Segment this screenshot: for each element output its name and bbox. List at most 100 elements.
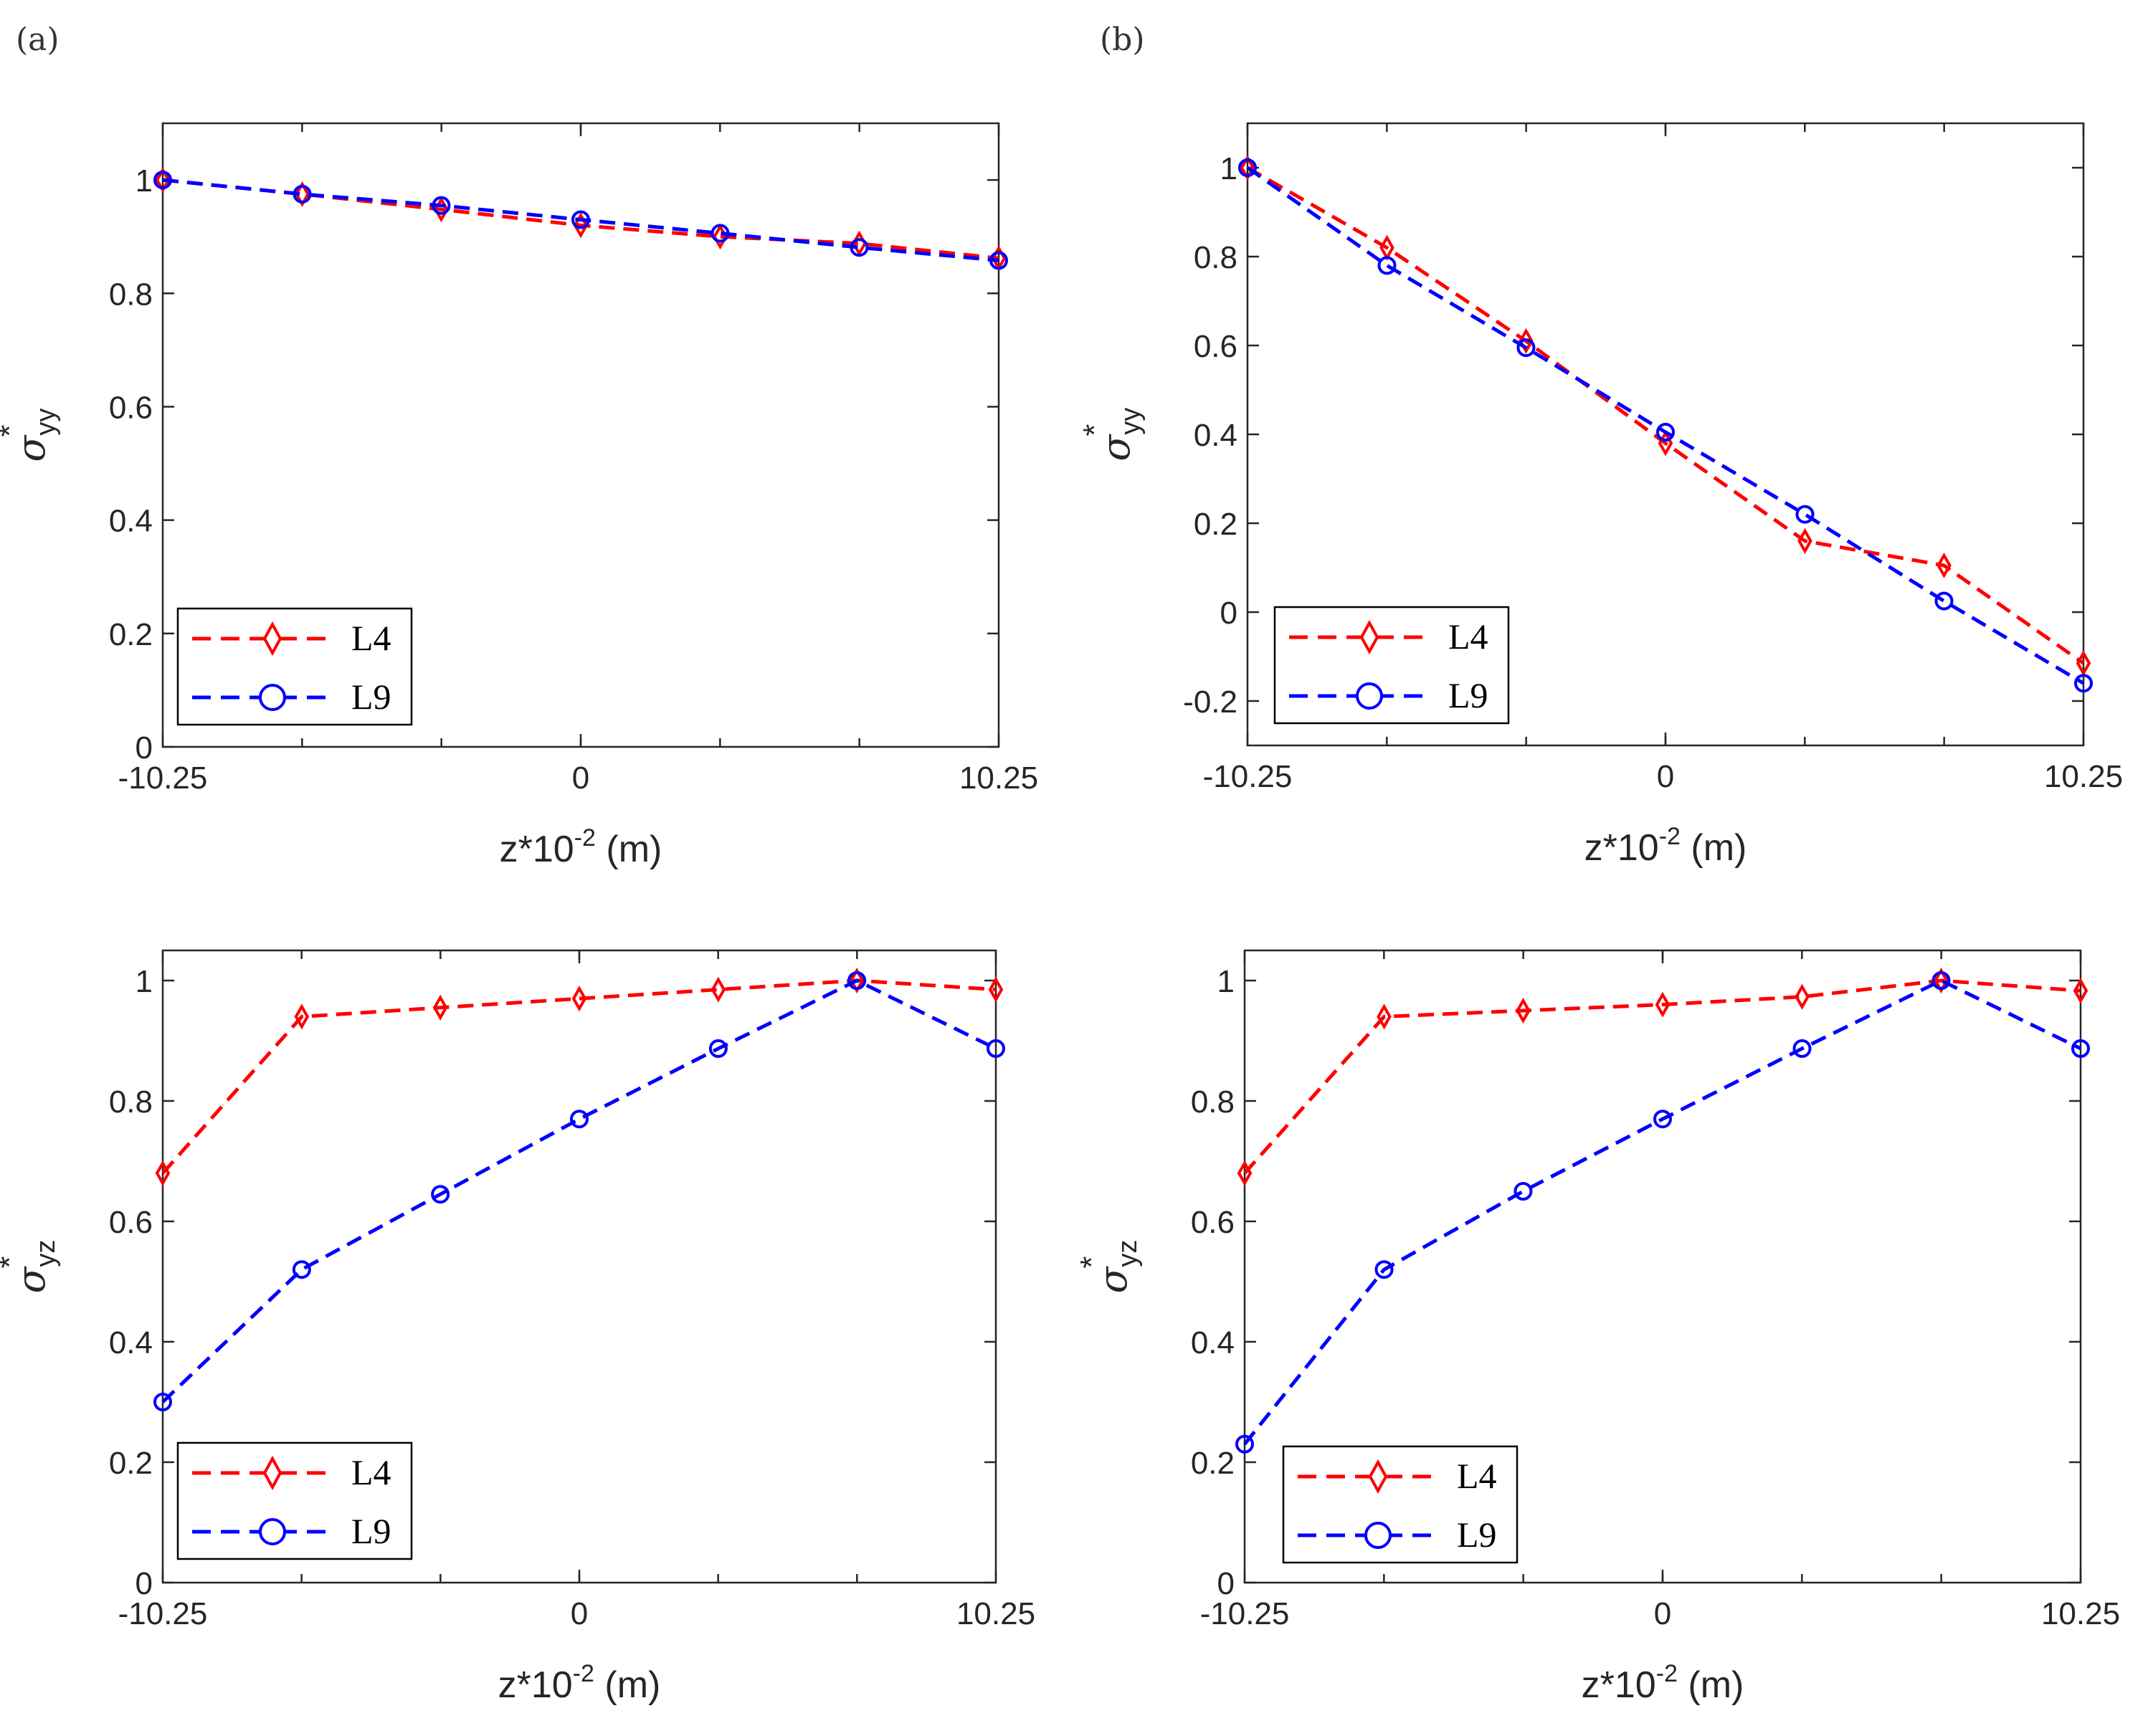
legend-box	[1273, 606, 1510, 725]
series-l9-point	[850, 238, 869, 257]
legend-label-l4: L4	[351, 618, 391, 658]
series-l4-point	[1240, 154, 1255, 181]
x-axis-label-unit: (m)	[1678, 1664, 1744, 1706]
series-l4-point	[1797, 528, 1812, 554]
series-l4-point	[432, 994, 448, 1021]
x-tick-label: 10.25	[956, 1596, 1035, 1631]
y-tick-label: 0.8	[1191, 1084, 1235, 1120]
series-l9-line	[1246, 166, 2085, 685]
series-l9-point	[2074, 674, 2093, 693]
series-l4-point	[1655, 991, 1671, 1018]
series-l4-point	[2076, 650, 2091, 677]
y-axis-label-subscript: yy	[1116, 408, 1146, 435]
series-l4-point	[1516, 997, 1531, 1024]
y-tick-label: 0.8	[1194, 240, 1237, 275]
x-tick-label: 0	[572, 760, 589, 796]
legend-marker-l4	[262, 1455, 282, 1491]
series-l4-line	[1243, 978, 2081, 1175]
series-l4-point	[1795, 983, 1810, 1010]
series-l9-point	[987, 1039, 1005, 1058]
y-axis-label-star: *	[0, 424, 27, 437]
series-l9-point	[1513, 1182, 1533, 1201]
x-tick-label: 0	[571, 1596, 588, 1631]
x-axis-label-unit: (m)	[596, 829, 662, 870]
legend-label-l4: L4	[1448, 616, 1488, 657]
y-tick-label: 0	[1220, 596, 1237, 631]
series-l4-point	[294, 1003, 310, 1030]
y-axis-label-star: *	[1074, 1256, 1109, 1268]
series-l9-line	[162, 178, 999, 262]
series-l9-point	[292, 1260, 311, 1279]
series-l9-point	[293, 184, 312, 204]
y-axis-label-symbol: σ	[1093, 433, 1139, 461]
y-axis-label-symbol: σ	[9, 434, 54, 462]
x-tick-label: 0	[1654, 1596, 1671, 1631]
x-tick-label: -10.25	[118, 760, 208, 796]
series-l4-point	[2073, 978, 2088, 1004]
x-tick-label: 10.25	[959, 760, 1038, 796]
legend-marker-l4	[1359, 619, 1379, 655]
series-l9-point	[711, 224, 730, 243]
series-l4-point	[573, 212, 589, 239]
y-tick-label: 1	[136, 964, 153, 999]
legend-label-l9: L9	[1448, 675, 1488, 715]
legend-label-l9: L9	[1457, 1515, 1497, 1555]
legend-label-l4: L4	[1457, 1456, 1497, 1496]
y-tick-label: 0.6	[1191, 1205, 1235, 1240]
y-tick-label: 0.2	[1194, 507, 1237, 542]
y-axis-label-star: *	[1077, 424, 1112, 436]
x-axis-label-base: z*10	[498, 1664, 573, 1706]
series-l4-point	[155, 1160, 171, 1186]
x-axis-label-base: z*10	[500, 829, 574, 870]
series-l4-point	[1936, 552, 1952, 578]
series-l9-point	[1374, 1260, 1394, 1279]
series-l9-point	[1238, 158, 1257, 177]
y-axis-label-subscript: yy	[31, 409, 61, 436]
x-axis-label-base: z*10	[1582, 1664, 1656, 1706]
series-l4-line	[1246, 166, 2085, 665]
series-l4-point	[155, 167, 171, 194]
series-l4-point	[295, 181, 310, 207]
series-l4-point	[571, 986, 587, 1012]
y-axis-label: σyz *	[1074, 1240, 1143, 1294]
series-l9-point	[989, 251, 1008, 270]
legend-marker-l4	[262, 621, 282, 657]
y-tick-label: 0.8	[109, 277, 153, 312]
series-l9-point	[1653, 1110, 1672, 1129]
series-l9-point	[1792, 1039, 1812, 1058]
y-tick-label: 1	[1217, 964, 1235, 999]
y-tick-label: 1	[136, 163, 153, 199]
x-axis-label: z*10-2 (m)	[1582, 1660, 1744, 1706]
x-axis-label: z*10-2 (m)	[500, 824, 662, 870]
panel-label-b: (b)	[1100, 22, 1145, 58]
x-axis-label-unit: (m)	[594, 1664, 660, 1706]
series-l4-point	[711, 976, 726, 1003]
series-l9-point	[1795, 505, 1815, 524]
legend-marker-l4	[1368, 1459, 1388, 1494]
series-l9-line	[161, 978, 997, 1403]
y-tick-label: 1	[1220, 151, 1237, 186]
y-axis-label-symbol: σ	[9, 1265, 54, 1293]
series-l9-point	[1931, 971, 1951, 990]
legend-label-l9: L9	[351, 1511, 391, 1551]
y-axis-label: σyz *	[0, 1240, 61, 1294]
x-axis-label-exponent: -2	[1656, 1660, 1678, 1687]
y-tick-label: 0	[1217, 1566, 1235, 1601]
x-tick-label: -10.25	[118, 1596, 208, 1631]
x-axis-label: z*10-2 (m)	[498, 1660, 661, 1706]
y-tick-label: 0.4	[1191, 1325, 1235, 1360]
chart-2: -10.25 0 10.25 -0.2 0 0.2 0.4 0.6 0.8 1 z*10-2 (m)…	[1077, 122, 2123, 869]
x-axis-label-exponent: -2	[573, 1660, 594, 1687]
series-l9-point	[570, 1110, 589, 1129]
y-axis-label-symbol: σ	[1090, 1265, 1136, 1293]
y-tick-label: 0.8	[109, 1084, 153, 1120]
series-l9-point	[1377, 256, 1397, 275]
y-axis-label-star: *	[0, 1256, 27, 1268]
series-l4-point	[1519, 328, 1534, 354]
series-l9-point	[571, 210, 590, 229]
